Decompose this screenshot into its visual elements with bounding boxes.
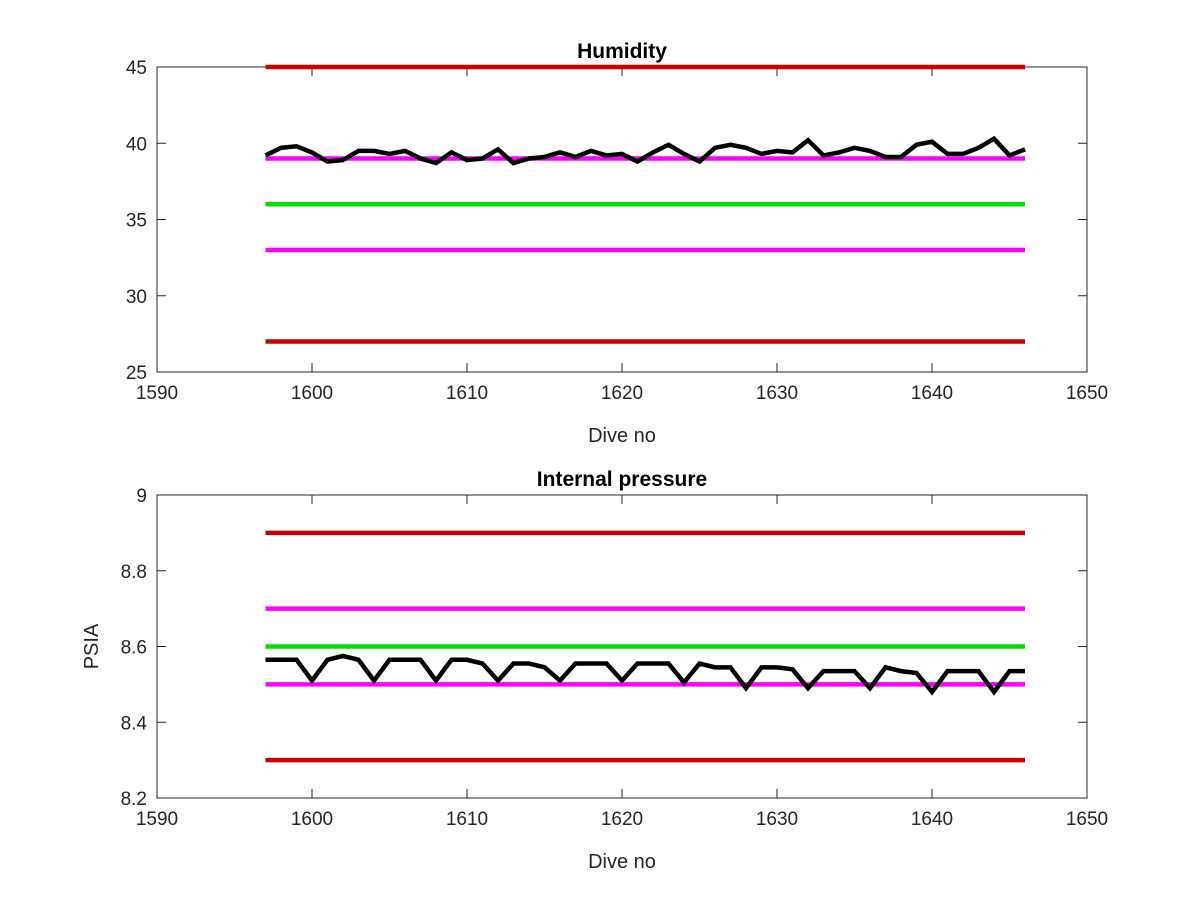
x-tick-label: 1610 bbox=[446, 383, 488, 404]
x-tick-label: 1640 bbox=[911, 809, 953, 830]
x-tick-label: 1650 bbox=[1066, 383, 1108, 404]
internal-pressure-plot: 1590 1600 1610 1620 1630 1640 1650 8.2 8.4 8.6 8.8… bbox=[81, 468, 1108, 873]
y-tick-label: 40 bbox=[126, 134, 147, 155]
y-tick-label: 30 bbox=[126, 287, 147, 308]
y-tick-label: 45 bbox=[126, 58, 147, 79]
x-tick-label: 1640 bbox=[911, 383, 953, 404]
y-tick-label: 8.4 bbox=[121, 713, 148, 734]
chart-title: Humidity bbox=[577, 40, 667, 63]
chart-title: Internal pressure bbox=[537, 468, 707, 491]
x-tick-label: 1600 bbox=[291, 383, 333, 404]
series-line bbox=[265, 653, 1025, 696]
y-tick-label: 9 bbox=[136, 486, 147, 507]
series-line bbox=[264, 135, 1026, 166]
humidity-plot: 1590 1600 1610 1620 1630 1640 1650 25 30 35 40 45 Hu… bbox=[126, 40, 1108, 447]
y-tick-label: 35 bbox=[126, 211, 147, 232]
axes-box bbox=[156, 66, 1088, 373]
y-axis-label: PSIA bbox=[81, 623, 103, 669]
x-tick-label: 1610 bbox=[446, 809, 488, 830]
x-tick-label: 1630 bbox=[756, 809, 798, 830]
y-tick-label: 25 bbox=[126, 363, 147, 384]
x-tick-label: 1620 bbox=[601, 809, 643, 830]
x-tick-label: 1600 bbox=[291, 809, 333, 830]
y-tick-label: 8.8 bbox=[121, 562, 147, 583]
x-axis-label: Dive no bbox=[588, 851, 656, 873]
x-tick-label: 1630 bbox=[756, 383, 798, 404]
x-axis-label: Dive no bbox=[588, 425, 656, 447]
x-tick-label: 1620 bbox=[601, 383, 643, 404]
y-tick-label: 8.6 bbox=[121, 638, 147, 659]
y-tick-label: 8.2 bbox=[121, 789, 147, 810]
x-tick-label: 1590 bbox=[136, 383, 178, 404]
x-tick-label: 1590 bbox=[136, 809, 178, 830]
x-tick-label: 1650 bbox=[1066, 809, 1108, 830]
